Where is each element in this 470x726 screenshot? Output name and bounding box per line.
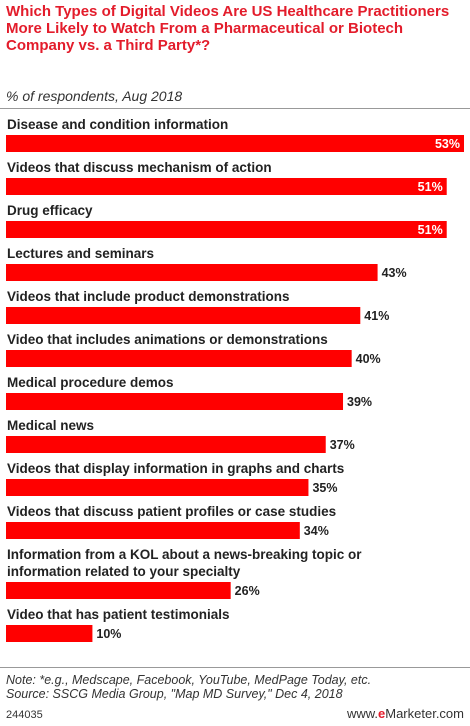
category-label: Videos that display information in graph… — [7, 461, 344, 476]
category-label: Disease and condition information — [7, 117, 228, 132]
bar — [6, 135, 464, 152]
bar — [6, 582, 231, 599]
chart-id: 244035 — [6, 709, 43, 721]
bar — [6, 479, 309, 496]
category-label: Medical procedure demos — [7, 375, 174, 390]
value-label: 26% — [235, 584, 260, 598]
category-label: Videos that discuss mechanism of action — [7, 160, 272, 175]
category-label: Videos that include product demonstratio… — [7, 289, 290, 304]
chart-subtitle: % of respondents, Aug 2018 — [6, 88, 183, 104]
value-label: 51% — [418, 223, 443, 237]
bar — [6, 625, 93, 642]
bar — [6, 221, 447, 238]
category-label: Videos that discuss patient profiles or … — [7, 504, 336, 519]
value-label: 10% — [96, 627, 121, 641]
brand-logo: www.eMarketer.com — [346, 706, 464, 721]
value-label: 41% — [364, 309, 389, 323]
category-label: Medical news — [7, 418, 94, 433]
value-label: 39% — [347, 395, 372, 409]
bar — [6, 307, 361, 324]
value-label: 40% — [356, 352, 381, 366]
bar — [6, 264, 378, 281]
bar — [6, 436, 326, 453]
category-label: information related to your specialty — [7, 564, 241, 579]
bar — [6, 522, 300, 539]
bar — [6, 393, 344, 410]
top-divider — [0, 108, 470, 109]
chart-title: Which Types of Digital Videos Are US Hea… — [6, 3, 450, 54]
category-label: Information from a KOL about a news-brea… — [7, 547, 362, 562]
category-label: Lectures and seminars — [7, 246, 154, 261]
bar — [6, 350, 352, 367]
note-text: Note: *e.g., Medscape, Facebook, YouTube… — [6, 673, 372, 687]
bottom-divider — [0, 667, 470, 668]
value-label: 34% — [304, 524, 329, 538]
category-label: Video that includes animations or demons… — [7, 332, 328, 347]
value-label: 43% — [382, 266, 407, 280]
value-label: 51% — [418, 180, 443, 194]
category-label: Drug efficacy — [7, 203, 93, 218]
value-label: 53% — [435, 137, 460, 151]
source-text: Source: SSCG Media Group, "Map MD Survey… — [6, 687, 343, 701]
bar — [6, 178, 447, 195]
chart-notes: Note: *e.g., Medscape, Facebook, YouTube… — [6, 673, 464, 701]
value-label: 35% — [312, 481, 337, 495]
value-label: 37% — [330, 438, 355, 452]
category-label: Video that has patient testimonials — [7, 607, 230, 622]
